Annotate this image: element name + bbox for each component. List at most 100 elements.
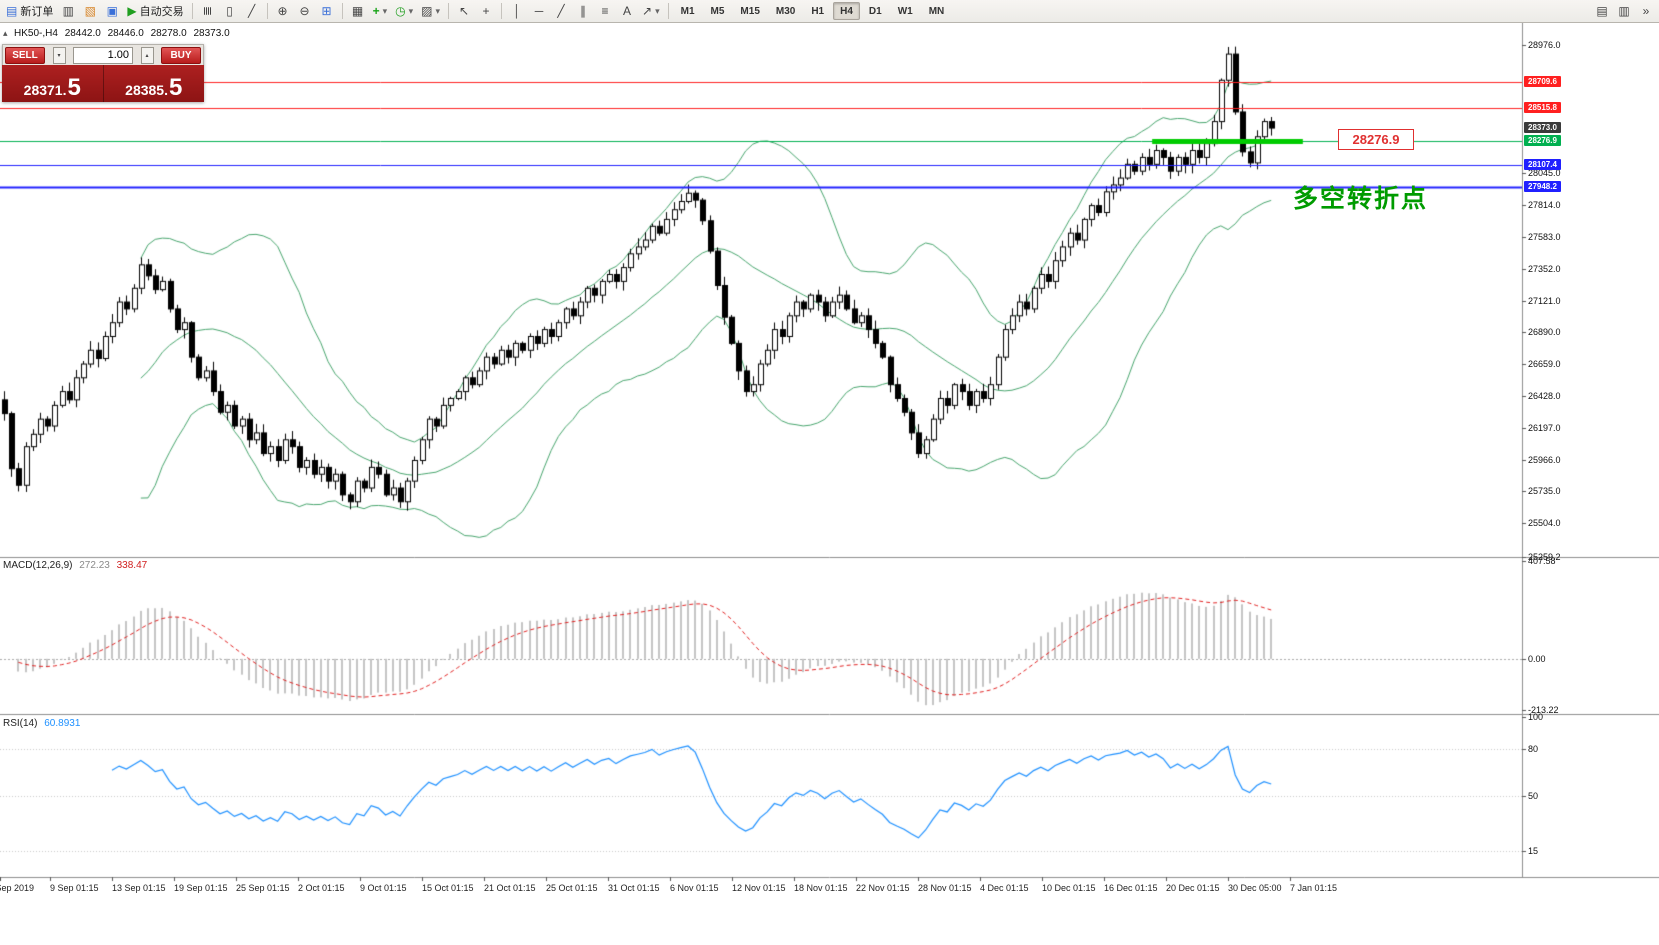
new-order-label: 新订单 (20, 6, 54, 18)
price-tick: 25966.0 (1528, 454, 1561, 465)
bar-chart-icon: ≣ (200, 5, 215, 17)
charts-icon: ▥ (62, 4, 75, 18)
time-label: 9 Sep 01:15 (50, 883, 99, 893)
templates-button[interactable]: ▨ ▾ (417, 1, 444, 21)
chart-annotation-text[interactable]: 多空转折点 (1293, 185, 1429, 213)
chevron-down-icon: ▾ (408, 5, 414, 16)
timeframe-m15[interactable]: M15 (733, 2, 766, 20)
time-label: 5 Sep 2019 (0, 883, 35, 893)
timeframe-h4[interactable]: H4 (833, 2, 860, 20)
price-tick: 15 (1528, 846, 1539, 857)
pane-separator-macd[interactable] (0, 555, 1659, 559)
sell-price[interactable]: 28371. 5 (23, 73, 81, 101)
cascade-windows-icon: ▦ (351, 4, 364, 18)
arrow-tool-icon: ↗ (642, 4, 653, 18)
price-tick: 100 (1528, 712, 1544, 722)
zoom-in-button[interactable]: ⊕ (272, 1, 294, 21)
time-label: 12 Nov 01:15 (732, 883, 786, 893)
chart-plot-canvas[interactable] (0, 23, 1659, 900)
price-tick: 28976.0 (1528, 40, 1561, 50)
candlestick-chart-button[interactable]: ▯ (219, 1, 241, 21)
buy-price[interactable]: 28385. 5 (125, 73, 183, 101)
add-indicator-button[interactable]: + ▾ (369, 1, 392, 21)
price-tick: 27352.0 (1528, 263, 1561, 274)
horizontal-line-button[interactable]: ─ (528, 1, 550, 21)
volume-increase-button[interactable]: ▴ (140, 46, 154, 64)
toolbar-overflow-button[interactable]: » (1635, 1, 1657, 21)
toolbar-separator (501, 3, 503, 19)
print-preview-button[interactable]: ▥ (1613, 1, 1635, 21)
macd-signal-value: 338.47 (116, 560, 148, 571)
text-tool-button[interactable]: A (616, 1, 638, 21)
navigator-button[interactable]: ▧ (79, 1, 101, 21)
bar-chart-button[interactable]: ≣ (197, 1, 219, 21)
price-tick: 26428.0 (1528, 390, 1561, 401)
price-tick: 80 (1528, 743, 1539, 754)
volume-input[interactable] (73, 46, 133, 64)
price-callout-label[interactable]: 28276.9 (1338, 129, 1414, 150)
terminal-icon: ▣ (106, 4, 119, 18)
tile-windows-button[interactable]: ⊞ (316, 1, 338, 21)
charts-button[interactable]: ▥ (57, 1, 79, 21)
price-tick: 407.58 (1528, 556, 1556, 566)
chevron-down-icon: ▾ (435, 5, 441, 16)
timeframe-mn[interactable]: MN (922, 2, 952, 20)
new-order-button[interactable]: ▤ 新订单 (2, 1, 57, 21)
autotrading-button[interactable]: ▶ 自动交易 (123, 1, 187, 21)
time-label: 25 Oct 01:15 (546, 883, 598, 893)
volume-decrease-button[interactable]: ▾ (52, 46, 66, 64)
time-label: 18 Nov 01:15 (794, 883, 848, 893)
timeframe-w1[interactable]: W1 (891, 2, 920, 20)
periods-clock-icon: ◷ (395, 4, 406, 18)
time-label: 19 Sep 01:15 (174, 883, 228, 893)
sell-button[interactable]: SELL (5, 46, 45, 64)
macd-main-value: 272.23 (79, 560, 110, 571)
price-axis[interactable]: 28976.0 28045.0 27814.0 27583.0 27352.0 27121… (1522, 23, 1659, 877)
trade-panel-controls: SELL ▾ ▴ BUY (2, 44, 204, 65)
toolbar-separator (341, 3, 343, 19)
time-label: 22 Nov 01:15 (856, 883, 910, 893)
trade-panel-prices: 28371. 5 28385. 5 (2, 65, 204, 102)
timeframe-group: M1 M5 M15 M30 H1 H4 D1 W1 MN (673, 2, 953, 20)
price-tick: 26197.0 (1528, 422, 1561, 433)
ohlc-high: 28446.0 (107, 28, 144, 39)
channel-button[interactable]: ∥ (572, 1, 594, 21)
pane-separator-rsi[interactable] (0, 712, 1659, 716)
price-divider (102, 65, 104, 102)
timeframe-h1[interactable]: H1 (804, 2, 831, 20)
candlestick-chart-icon: ▯ (226, 4, 233, 18)
trendline-button[interactable]: ╱ (550, 1, 572, 21)
cascade-windows-button[interactable]: ▦ (347, 1, 369, 21)
one-click-panel-toggle-icon[interactable]: ▴ (3, 28, 8, 38)
fibonacci-button[interactable]: ≡ (594, 1, 616, 21)
toolbar: ▤ 新订单 ▥ ▧ ▣ ▶ 自动交易 ≣ ▯ ╱ ⊕ ⊖ ⊞ ▦ + ▾ ◷ ▾… (0, 0, 1659, 23)
price-tick: 25735.0 (1528, 486, 1561, 497)
terminal-button[interactable]: ▣ (101, 1, 123, 21)
cursor-button[interactable]: ↖ (453, 1, 475, 21)
buy-button[interactable]: BUY (161, 46, 201, 64)
timeframe-m1[interactable]: M1 (674, 2, 702, 20)
rsi-label: RSI(14) (3, 718, 38, 729)
price-badge: 28709.6 (1524, 75, 1561, 87)
time-label: 4 Dec 01:15 (980, 883, 1029, 893)
price-tick: 26659.0 (1528, 359, 1561, 370)
time-axis[interactable]: 5 Sep 2019 9 Sep 01:15 13 Sep 01:15 19 Sep … (0, 881, 1659, 897)
vertical-line-button[interactable]: │ (506, 1, 528, 21)
line-chart-button[interactable]: ╱ (241, 1, 263, 21)
tile-windows-icon: ⊞ (321, 4, 332, 18)
arrow-tool-button[interactable]: ↗ ▾ (638, 1, 664, 21)
price-tick: 0.00 (1528, 653, 1546, 664)
chevron-down-icon: ▾ (655, 5, 660, 16)
time-label: 9 Oct 01:15 (360, 883, 407, 893)
periods-button[interactable]: ◷ ▾ (391, 1, 417, 21)
timeframe-d1[interactable]: D1 (862, 2, 889, 20)
price-tick: 50 (1528, 791, 1539, 801)
price-tick: 25504.0 (1528, 518, 1561, 529)
timeframe-m5[interactable]: M5 (704, 2, 732, 20)
time-label: 28 Nov 01:15 (918, 883, 972, 893)
crosshair-button[interactable]: + (475, 1, 497, 21)
print-button[interactable]: ▤ (1591, 1, 1613, 21)
chart-window: ▴ HK50-,H4 28442.0 28446.0 28278.0 28373… (0, 23, 1659, 945)
zoom-out-button[interactable]: ⊖ (294, 1, 316, 21)
timeframe-m30[interactable]: M30 (769, 2, 802, 20)
